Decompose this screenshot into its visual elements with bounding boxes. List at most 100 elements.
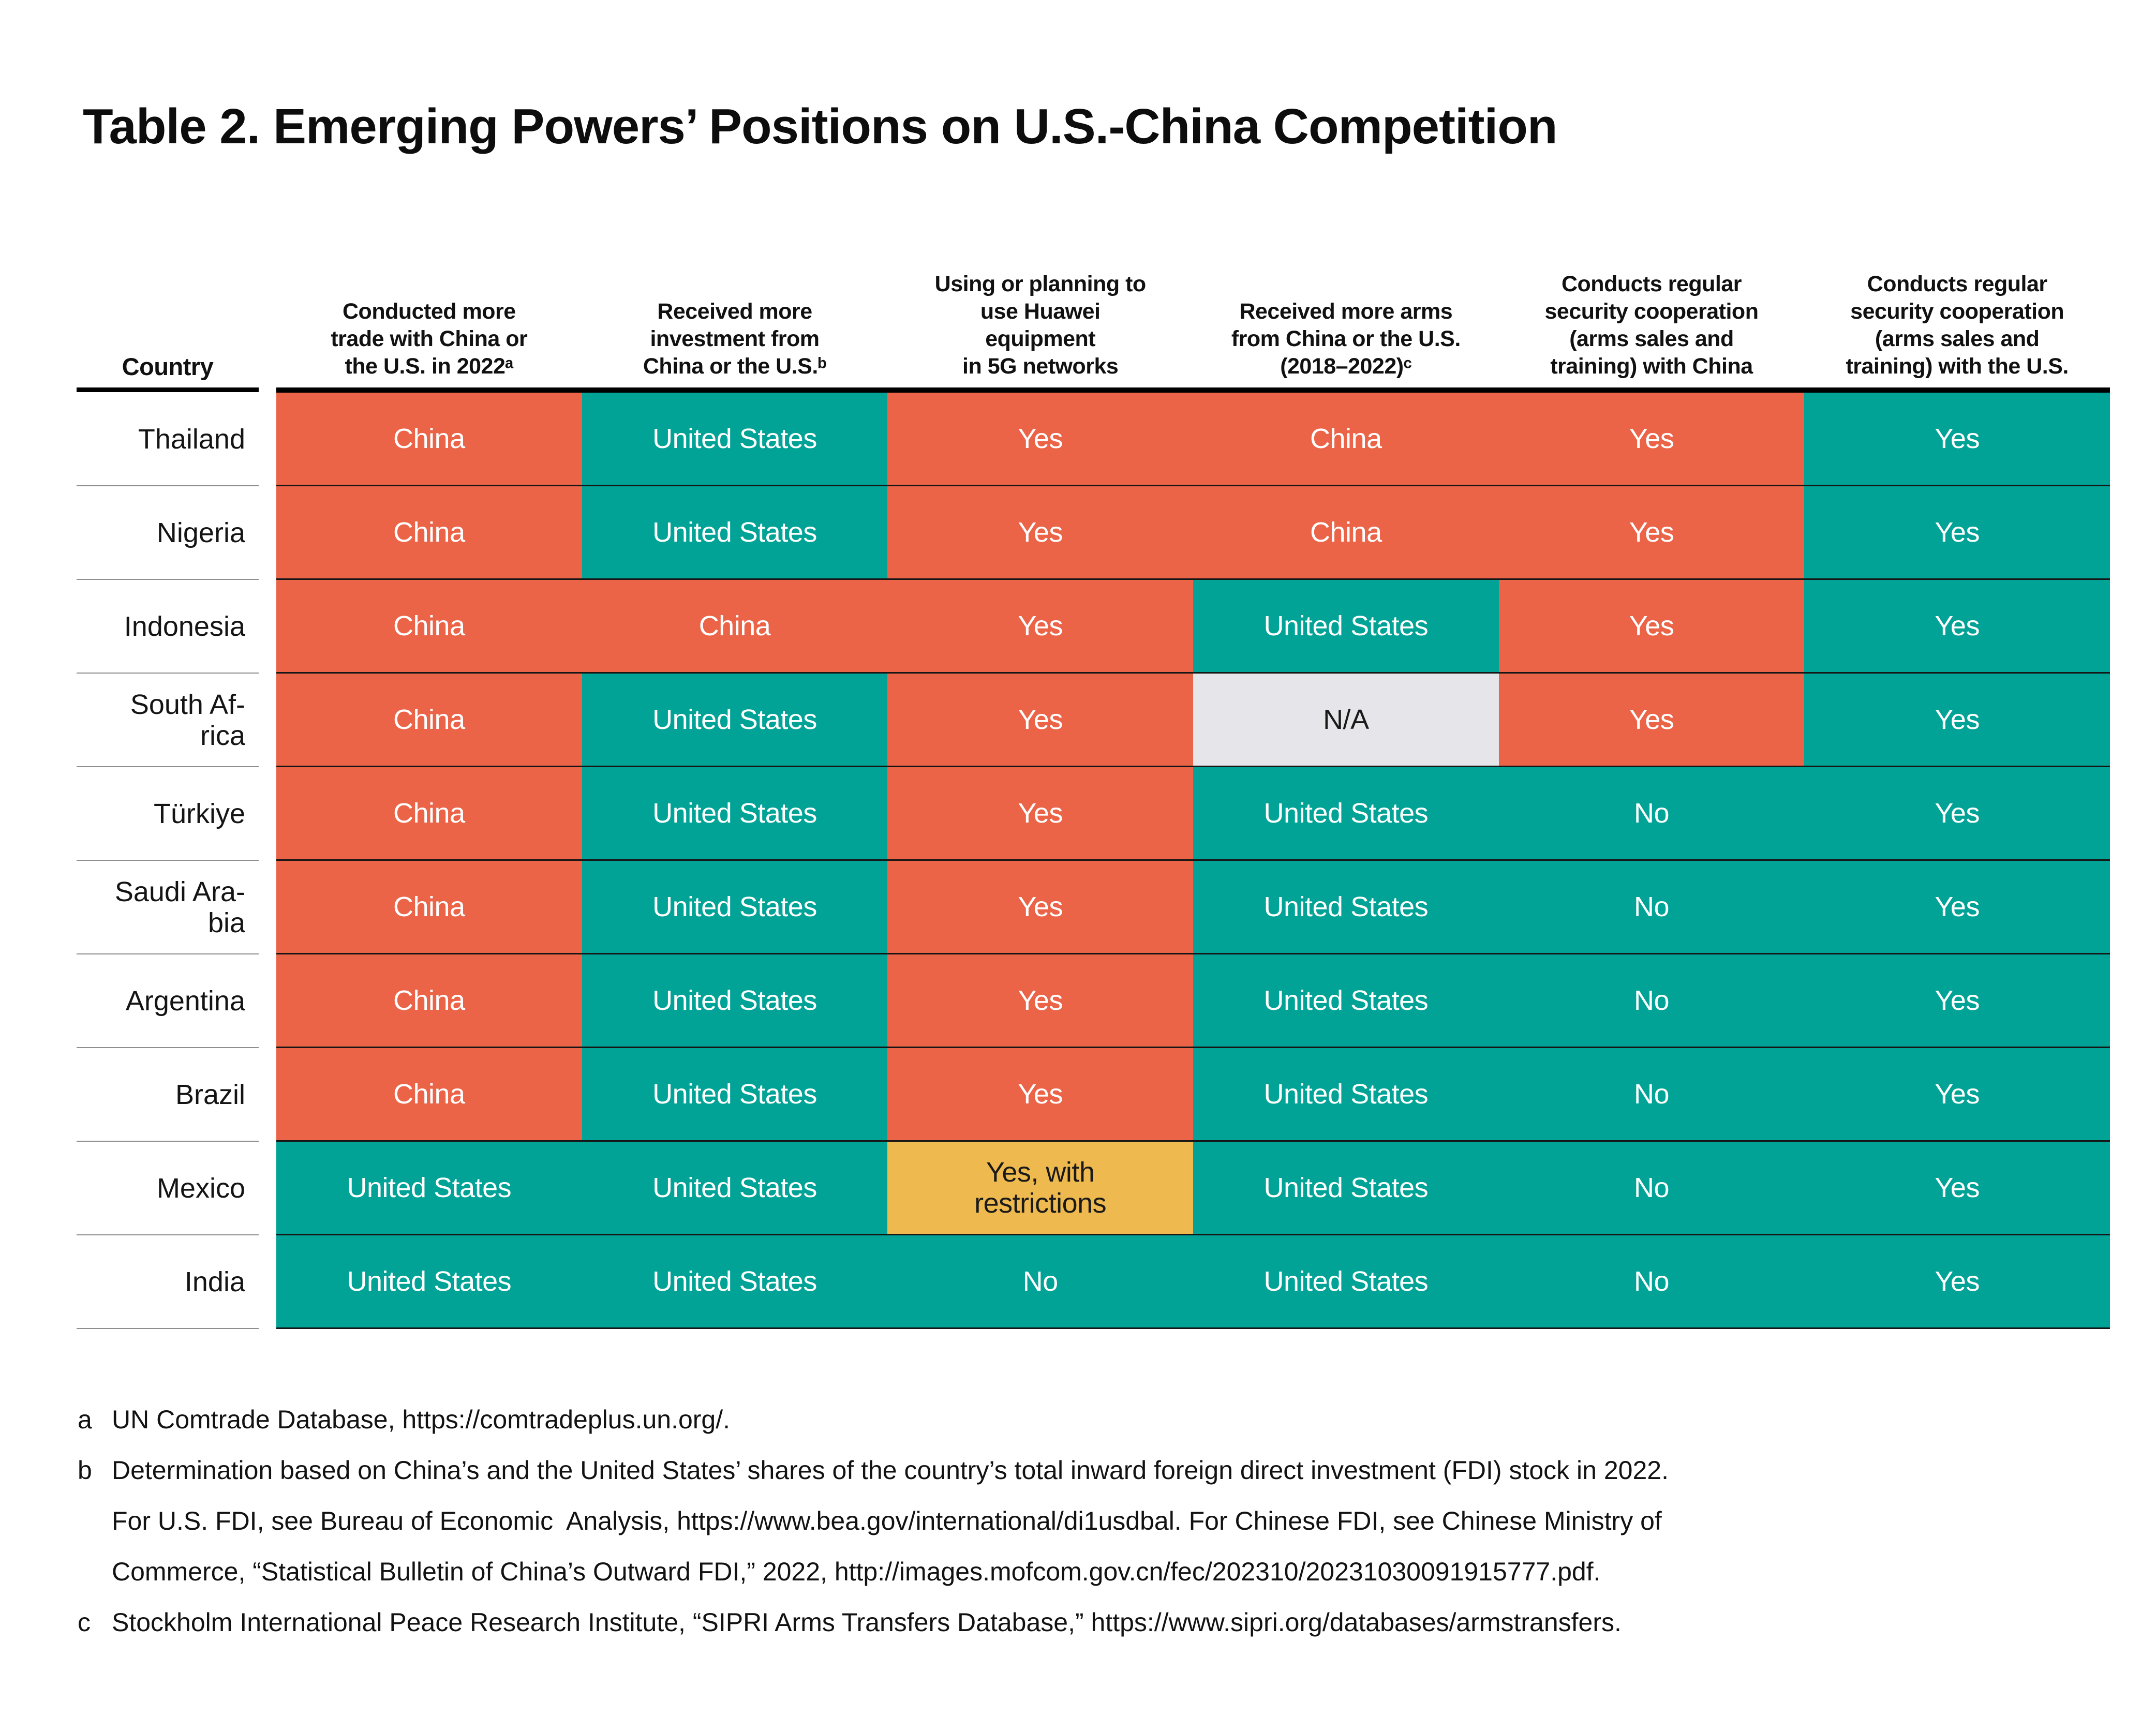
column-gap <box>259 1235 276 1329</box>
table-cell: United States <box>276 1142 582 1235</box>
table-cell: No <box>1498 1142 1805 1235</box>
table-cell: Yes <box>1804 1235 2110 1329</box>
table-cell: Yes <box>1804 767 2110 861</box>
table-cell: United States <box>582 674 888 767</box>
table-cell: No <box>1498 767 1805 861</box>
table-cell: China <box>276 1048 582 1142</box>
footnotes: a UN Comtrade Database, https://comtrade… <box>78 1394 2095 1648</box>
table-cell: United States <box>582 767 888 861</box>
table-cell: United States <box>582 1048 888 1142</box>
column-header-huawei: Using or planning to use Huawei equipmen… <box>887 261 1193 393</box>
column-header-security-us: Conducts regular security cooperation (a… <box>1804 261 2110 393</box>
footnote-marker: a <box>78 1405 92 1434</box>
table-cell: Yes <box>1804 1142 2110 1235</box>
table-cell: Yes <box>1804 580 2110 674</box>
table-cell: No <box>1498 954 1805 1048</box>
country-label: Türkiye <box>77 767 259 861</box>
footnote-text: UN Comtrade Database, https://comtradepl… <box>112 1405 731 1434</box>
column-gap <box>259 486 276 580</box>
column-gap <box>259 1048 276 1142</box>
table-cell: Yes <box>887 1048 1193 1142</box>
table-cell: Yes <box>1804 393 2110 486</box>
footnote-marker: c <box>78 1608 91 1637</box>
column-gap <box>259 954 276 1048</box>
header-gap <box>259 261 276 393</box>
table-cell: Yes <box>887 954 1193 1048</box>
table-cell: Yes <box>887 486 1193 580</box>
table-cell: United States <box>1193 1142 1499 1235</box>
table-cell: Yes <box>1498 393 1805 486</box>
table-cell: United States <box>582 1235 888 1329</box>
footnote-marker: b <box>78 1456 92 1485</box>
country-label: Thailand <box>77 393 259 486</box>
table-cell: Yes <box>1498 580 1805 674</box>
table-cell: China <box>276 861 582 954</box>
table-cell: Yes <box>1498 486 1805 580</box>
footnote-a: a UN Comtrade Database, https://comtrade… <box>78 1394 2095 1445</box>
table-cell: Yes, with restrictions <box>887 1142 1193 1235</box>
footnote-text: Determination based on China’s and the U… <box>112 1456 1669 1586</box>
country-label: Indonesia <box>77 580 259 674</box>
table-cell: Yes <box>1804 674 2110 767</box>
country-label: India <box>77 1235 259 1329</box>
data-table: Country Conducted more trade with China … <box>77 261 2110 1329</box>
footnote-c: c Stockholm International Peace Research… <box>78 1597 2095 1648</box>
table-cell: China <box>276 486 582 580</box>
country-label: Saudi Ara- bia <box>77 861 259 954</box>
table-cell: United States <box>1193 954 1499 1048</box>
column-gap <box>259 580 276 674</box>
country-label: Nigeria <box>77 486 259 580</box>
table-cell: No <box>1498 1235 1805 1329</box>
country-label: South Af- rica <box>77 674 259 767</box>
column-gap <box>259 1142 276 1235</box>
table-cell: United States <box>582 954 888 1048</box>
column-header-country: Country <box>77 261 259 392</box>
table-cell: United States <box>1193 767 1499 861</box>
table-cell: China <box>276 767 582 861</box>
footnote-b: b Determination based on China’s and the… <box>78 1445 2095 1597</box>
column-header-trade: Conducted more trade with China or the U… <box>276 261 582 393</box>
table-cell: No <box>887 1235 1193 1329</box>
table-cell: United States <box>276 1235 582 1329</box>
table-cell: China <box>582 580 888 674</box>
column-gap <box>259 674 276 767</box>
country-label: Argentina <box>77 954 259 1048</box>
table-cell: Yes <box>887 580 1193 674</box>
table-cell: United States <box>1193 861 1499 954</box>
column-gap <box>259 767 276 861</box>
table-cell: Yes <box>887 767 1193 861</box>
footnote-text: Stockholm International Peace Research I… <box>112 1608 1622 1637</box>
table-cell: Yes <box>1498 674 1805 767</box>
table-cell: United States <box>582 486 888 580</box>
table-cell: Yes <box>887 674 1193 767</box>
column-gap <box>259 861 276 954</box>
table-cell: United States <box>1193 1235 1499 1329</box>
column-gap <box>259 393 276 486</box>
table-cell: Yes <box>1804 1048 2110 1142</box>
country-label: Brazil <box>77 1048 259 1142</box>
table-cell: China <box>276 674 582 767</box>
table-cell: United States <box>582 861 888 954</box>
table-cell: Yes <box>887 861 1193 954</box>
country-label: Mexico <box>77 1142 259 1235</box>
table-cell: United States <box>1193 580 1499 674</box>
table-cell: United States <box>1193 1048 1499 1142</box>
table-cell: China <box>276 954 582 1048</box>
table-cell: China <box>1193 393 1499 486</box>
table-cell: N/A <box>1193 674 1499 767</box>
column-header-security-china: Conducts regular security cooperation (a… <box>1498 261 1805 393</box>
column-header-arms: Received more arms from China or the U.S… <box>1193 261 1499 393</box>
table-cell: Yes <box>1804 861 2110 954</box>
table-cell: No <box>1498 861 1805 954</box>
table-cell: China <box>276 393 582 486</box>
table-cell: China <box>1193 486 1499 580</box>
table-cell: Yes <box>1804 486 2110 580</box>
table-cell: No <box>1498 1048 1805 1142</box>
table-cell: China <box>276 580 582 674</box>
table-cell: Yes <box>887 393 1193 486</box>
table-cell: United States <box>582 1142 888 1235</box>
table-cell: United States <box>582 393 888 486</box>
page-title: Table 2. Emerging Powers’ Positions on U… <box>83 99 1558 154</box>
column-header-investment: Received more investment from China or t… <box>582 261 888 393</box>
